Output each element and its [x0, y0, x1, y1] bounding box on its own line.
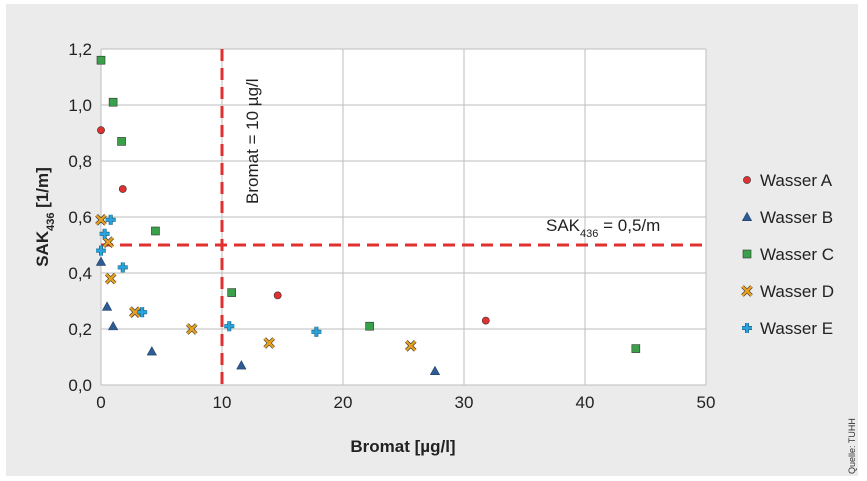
- point-wasser-e: [105, 214, 116, 225]
- point-wasser-d: [263, 337, 275, 349]
- reference-lines: [101, 49, 706, 385]
- point-wasser-d: [404, 340, 417, 352]
- point-wasser-b: [107, 320, 119, 331]
- y-tick-label: 1,0: [68, 96, 92, 115]
- legend-marker-wasser-a: [743, 176, 751, 184]
- point-wasser-a: [118, 185, 127, 193]
- point-wasser-d: [185, 323, 198, 335]
- point-wasser-e: [99, 228, 110, 239]
- legend-marker-wasser-e: [742, 323, 752, 333]
- point-wasser-b: [236, 360, 247, 370]
- point-wasser-c: [96, 55, 106, 65]
- x-tick-label: 40: [576, 393, 595, 412]
- legend-label-wasser-d: Wasser D: [760, 282, 834, 301]
- grid-lines: [100, 48, 707, 386]
- y-tick-label: 0,4: [68, 264, 92, 283]
- scatter-chart: 0 10 20 30 40 50 0,0 0,2 0,4 0,6 0,8 1,0 1,2 Wasser …: [33, 40, 857, 474]
- point-wasser-b: [429, 365, 441, 375]
- point-wasser-e: [137, 307, 148, 318]
- point-wasser-b: [95, 256, 107, 266]
- point-wasser-d: [102, 236, 115, 248]
- point-wasser-a: [97, 126, 105, 135]
- bromat-limit-label: Bromat = 10 µg/l: [243, 78, 262, 204]
- x-tick-label: 0: [96, 393, 105, 412]
- point-wasser-d: [129, 306, 141, 318]
- y-tick-label: 0,2: [68, 320, 92, 339]
- legend-label-wasser-a: Wasser A: [760, 171, 833, 190]
- legend-label-wasser-c: Wasser C: [760, 245, 834, 264]
- point-wasser-c: [117, 137, 126, 146]
- x-tick-label: 10: [213, 393, 232, 412]
- point-wasser-b: [101, 301, 113, 311]
- point-wasser-a: [481, 316, 490, 325]
- point-wasser-a: [273, 291, 282, 300]
- y-tick-label: 0,0: [68, 376, 92, 395]
- sak-limit-label: SAK436 = 0,5/m: [546, 216, 660, 240]
- point-wasser-b: [146, 346, 157, 356]
- y-tick-label: 0,6: [68, 208, 92, 227]
- legend: Wasser A Wasser B Wasser C Wasser D Wasser E: [741, 171, 834, 338]
- data-points: [95, 55, 641, 375]
- y-axis-title: SAK436 [1/m]: [33, 167, 57, 267]
- x-tick-label: 30: [455, 393, 474, 412]
- legend-marker-wasser-c: [742, 249, 752, 259]
- point-wasser-c: [151, 226, 160, 236]
- point-wasser-c: [365, 321, 374, 331]
- point-wasser-c: [227, 288, 236, 297]
- point-wasser-c: [631, 344, 641, 353]
- x-tick-label: 20: [334, 393, 353, 412]
- legend-marker-wasser-b: [741, 211, 753, 221]
- point-wasser-c: [108, 97, 118, 107]
- legend-label-wasser-b: Wasser B: [760, 208, 833, 227]
- y-tick-label: 1,2: [68, 40, 92, 59]
- point-wasser-d: [104, 272, 117, 285]
- x-tick-label: 50: [697, 393, 716, 412]
- chart-panel: 0 10 20 30 40 50 0,0 0,2 0,4 0,6 0,8 1,0 1,2 Wasser …: [6, 4, 858, 476]
- y-tick-label: 0,8: [68, 152, 92, 171]
- tick-labels: 0 10 20 30 40 50 0,0 0,2 0,4 0,6 0,8 1,0 1,2: [68, 40, 715, 412]
- legend-label-wasser-e: Wasser E: [760, 319, 833, 338]
- point-wasser-e: [117, 262, 128, 273]
- point-wasser-e: [96, 245, 106, 256]
- legend-marker-wasser-d: [741, 285, 753, 297]
- point-wasser-d: [95, 214, 107, 226]
- x-axis-title: Bromat [µg/l]: [350, 437, 455, 456]
- point-wasser-e: [224, 321, 235, 332]
- source-note: Quelle: TUHH: [847, 418, 857, 474]
- point-wasser-e: [311, 326, 322, 337]
